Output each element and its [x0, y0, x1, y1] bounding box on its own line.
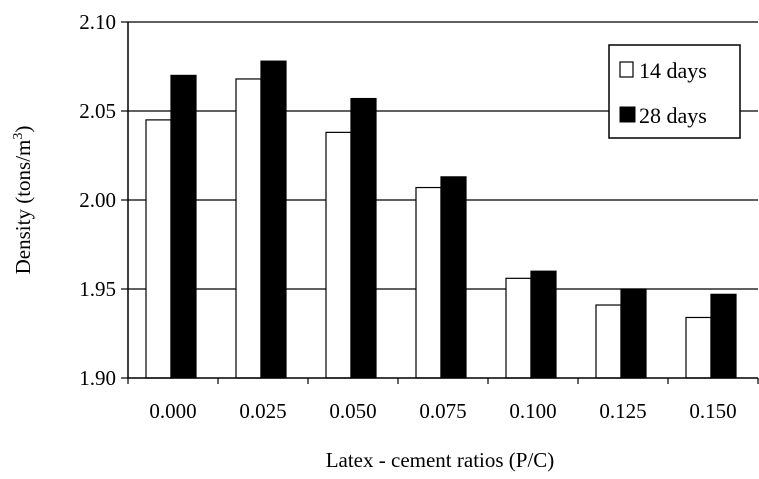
- bar-28-days-0.025: [260, 60, 287, 379]
- y-tick-label: 1.95: [79, 277, 116, 301]
- y-tick-label: 2.10: [79, 10, 116, 34]
- bar-14-days-0.100: [505, 277, 532, 379]
- x-axis-title: Latex - cement ratios (P/C): [326, 448, 555, 472]
- bar-14-days-0.025: [235, 78, 262, 379]
- bar-28-days-0.075: [440, 176, 467, 379]
- legend: 14 days 28 days: [608, 44, 741, 139]
- x-tick-label: 0.075: [419, 399, 466, 423]
- x-tick-label: 0.050: [329, 399, 376, 423]
- bar-14-days-0.125: [595, 304, 622, 379]
- x-tick-labels: 0.000 0.025 0.050 0.075 0.100 0.125 0.150: [149, 399, 736, 423]
- y-axis-title: Density (tons/m3): [11, 126, 35, 275]
- y-tick-label: 1.90: [79, 366, 116, 390]
- legend-label-14-days: 14 days: [639, 58, 707, 83]
- x-tick-label: 0.000: [149, 399, 196, 423]
- bar-28-days-0.000: [170, 74, 197, 379]
- bar-28-days-0.150: [710, 293, 737, 379]
- x-tick-label: 0.125: [599, 399, 646, 423]
- y-tick-labels: 1.90 1.95 2.00 2.05 2.10: [79, 10, 116, 390]
- legend-label-28-days: 28 days: [639, 103, 707, 128]
- bar-14-days-0.000: [145, 119, 172, 379]
- legend-swatch-14-days: [619, 61, 634, 78]
- bar-14-days-0.150: [685, 316, 712, 379]
- bar-28-days-0.050: [350, 97, 377, 379]
- legend-swatch-28-days: [619, 106, 636, 123]
- y-tick-label: 2.05: [79, 99, 116, 123]
- bar-14-days-0.075: [415, 186, 442, 379]
- x-tick-label: 0.100: [509, 399, 556, 423]
- y-tick-label: 2.00: [79, 188, 116, 212]
- axes: [121, 21, 759, 384]
- x-tick-label: 0.150: [689, 399, 736, 423]
- bar-28-days-0.125: [620, 288, 647, 379]
- bar-14-days-0.050: [325, 131, 352, 379]
- x-tick-label: 0.025: [239, 399, 286, 423]
- bar-28-days-0.100: [530, 270, 557, 379]
